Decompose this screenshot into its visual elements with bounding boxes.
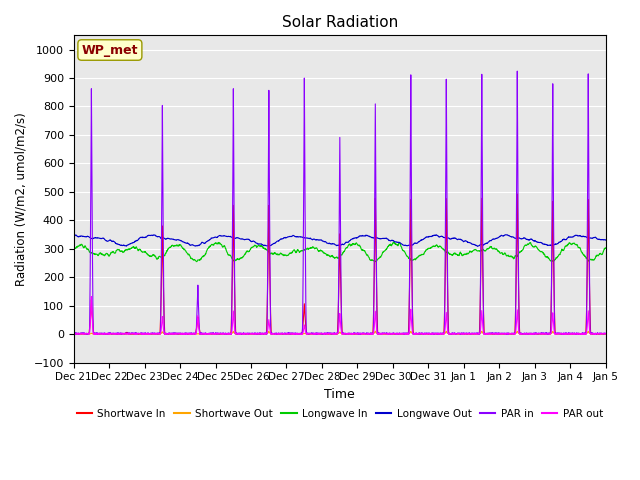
- Y-axis label: Radiation (W/m2, umol/m2/s): Radiation (W/m2, umol/m2/s): [15, 112, 28, 286]
- Title: Solar Radiation: Solar Radiation: [282, 15, 398, 30]
- Legend: Shortwave In, Shortwave Out, Longwave In, Longwave Out, PAR in, PAR out: Shortwave In, Shortwave Out, Longwave In…: [72, 405, 607, 423]
- X-axis label: Time: Time: [324, 388, 355, 401]
- Text: WP_met: WP_met: [82, 44, 138, 57]
